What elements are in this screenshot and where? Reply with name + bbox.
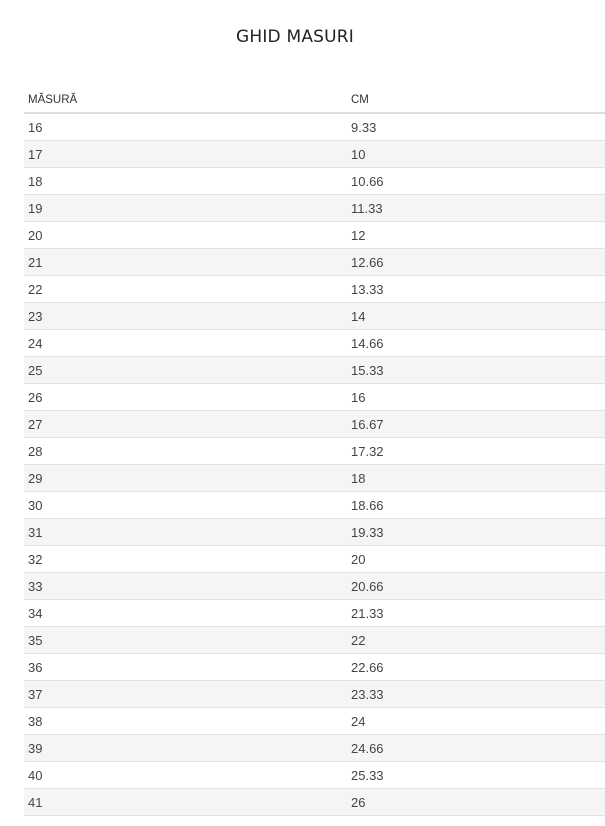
header-cm: CM xyxy=(347,88,605,114)
size-cell: 18 xyxy=(24,167,347,195)
cm-cell: 16.67 xyxy=(347,410,605,438)
cm-cell: 22 xyxy=(347,626,605,654)
cm-cell: 24.66 xyxy=(347,734,605,762)
cm-cell: 11.33 xyxy=(347,194,605,222)
table-row: 16 9.33 xyxy=(24,113,605,141)
size-cell: 39 xyxy=(24,734,347,762)
table-row: 29 18 xyxy=(24,464,605,492)
table-row: 22 13.33 xyxy=(24,275,605,303)
size-cell: 29 xyxy=(24,464,347,492)
cm-cell: 20 xyxy=(347,545,605,573)
table-body: 16 9.33 17 10 18 10.66 19 11.33 20 12 21 12.66 22 13.… xyxy=(24,113,605,816)
table-row: 39 24.66 xyxy=(24,734,605,762)
size-cell: 23 xyxy=(24,302,347,330)
cm-cell: 20.66 xyxy=(347,572,605,600)
table-row: 30 18.66 xyxy=(24,491,605,519)
cm-cell: 14 xyxy=(347,302,605,330)
table-row: 18 10.66 xyxy=(24,167,605,195)
cm-cell: 18 xyxy=(347,464,605,492)
size-cell: 20 xyxy=(24,221,347,249)
size-cell: 19 xyxy=(24,194,347,222)
size-cell: 40 xyxy=(24,761,347,789)
size-cell: 21 xyxy=(24,248,347,276)
size-cell: 37 xyxy=(24,680,347,708)
size-cell: 27 xyxy=(24,410,347,438)
size-cell: 25 xyxy=(24,356,347,384)
cm-cell: 13.33 xyxy=(347,275,605,303)
table-row: 41 26 xyxy=(24,788,605,816)
size-cell: 28 xyxy=(24,437,347,465)
table-row: 33 20.66 xyxy=(24,572,605,600)
cm-cell: 23.33 xyxy=(347,680,605,708)
size-cell: 24 xyxy=(24,329,347,357)
table-row: 35 22 xyxy=(24,626,605,654)
cm-cell: 22.66 xyxy=(347,653,605,681)
size-cell: 30 xyxy=(24,491,347,519)
table-header-row: MĂSURĂ CM xyxy=(24,88,605,114)
cm-cell: 15.33 xyxy=(347,356,605,384)
size-cell: 35 xyxy=(24,626,347,654)
size-cell: 36 xyxy=(24,653,347,681)
table-row: 27 16.67 xyxy=(24,410,605,438)
size-cell: 16 xyxy=(24,113,347,141)
size-cell: 32 xyxy=(24,545,347,573)
size-cell: 22 xyxy=(24,275,347,303)
table-row: 20 12 xyxy=(24,221,605,249)
table-row: 34 21.33 xyxy=(24,599,605,627)
size-cell: 17 xyxy=(24,140,347,168)
table-row: 28 17.32 xyxy=(24,437,605,465)
cm-cell: 16 xyxy=(347,383,605,411)
table-row: 38 24 xyxy=(24,707,605,735)
table-row: 31 19.33 xyxy=(24,518,605,546)
table-row: 37 23.33 xyxy=(24,680,605,708)
size-cell: 34 xyxy=(24,599,347,627)
table-row: 36 22.66 xyxy=(24,653,605,681)
cm-cell: 19.33 xyxy=(347,518,605,546)
size-cell: 38 xyxy=(24,707,347,735)
table-row: 26 16 xyxy=(24,383,605,411)
header-size: MĂSURĂ xyxy=(24,88,347,114)
cm-cell: 17.32 xyxy=(347,437,605,465)
cm-cell: 10.66 xyxy=(347,167,605,195)
cm-cell: 12 xyxy=(347,221,605,249)
table-row: 32 20 xyxy=(24,545,605,573)
cm-cell: 26 xyxy=(347,788,605,816)
page-title: GHID MASURI xyxy=(235,27,355,47)
cm-cell: 12.66 xyxy=(347,248,605,276)
cm-cell: 25.33 xyxy=(347,761,605,789)
size-cell: 41 xyxy=(24,788,347,816)
size-cell: 31 xyxy=(24,518,347,546)
table-row: 21 12.66 xyxy=(24,248,605,276)
table-row: 40 25.33 xyxy=(24,761,605,789)
size-cell: 33 xyxy=(24,572,347,600)
cm-cell: 10 xyxy=(347,140,605,168)
size-cell: 26 xyxy=(24,383,347,411)
size-guide-table: MĂSURĂ CM 16 9.33 17 10 18 10.66 19 11.33 20 12 21… xyxy=(24,88,605,816)
table-row: 17 10 xyxy=(24,140,605,168)
table-row: 24 14.66 xyxy=(24,329,605,357)
table-row: 25 15.33 xyxy=(24,356,605,384)
cm-cell: 24 xyxy=(347,707,605,735)
cm-cell: 21.33 xyxy=(347,599,605,627)
cm-cell: 18.66 xyxy=(347,491,605,519)
cm-cell: 14.66 xyxy=(347,329,605,357)
cm-cell: 9.33 xyxy=(347,113,605,141)
table-row: 23 14 xyxy=(24,302,605,330)
table-row: 19 11.33 xyxy=(24,194,605,222)
